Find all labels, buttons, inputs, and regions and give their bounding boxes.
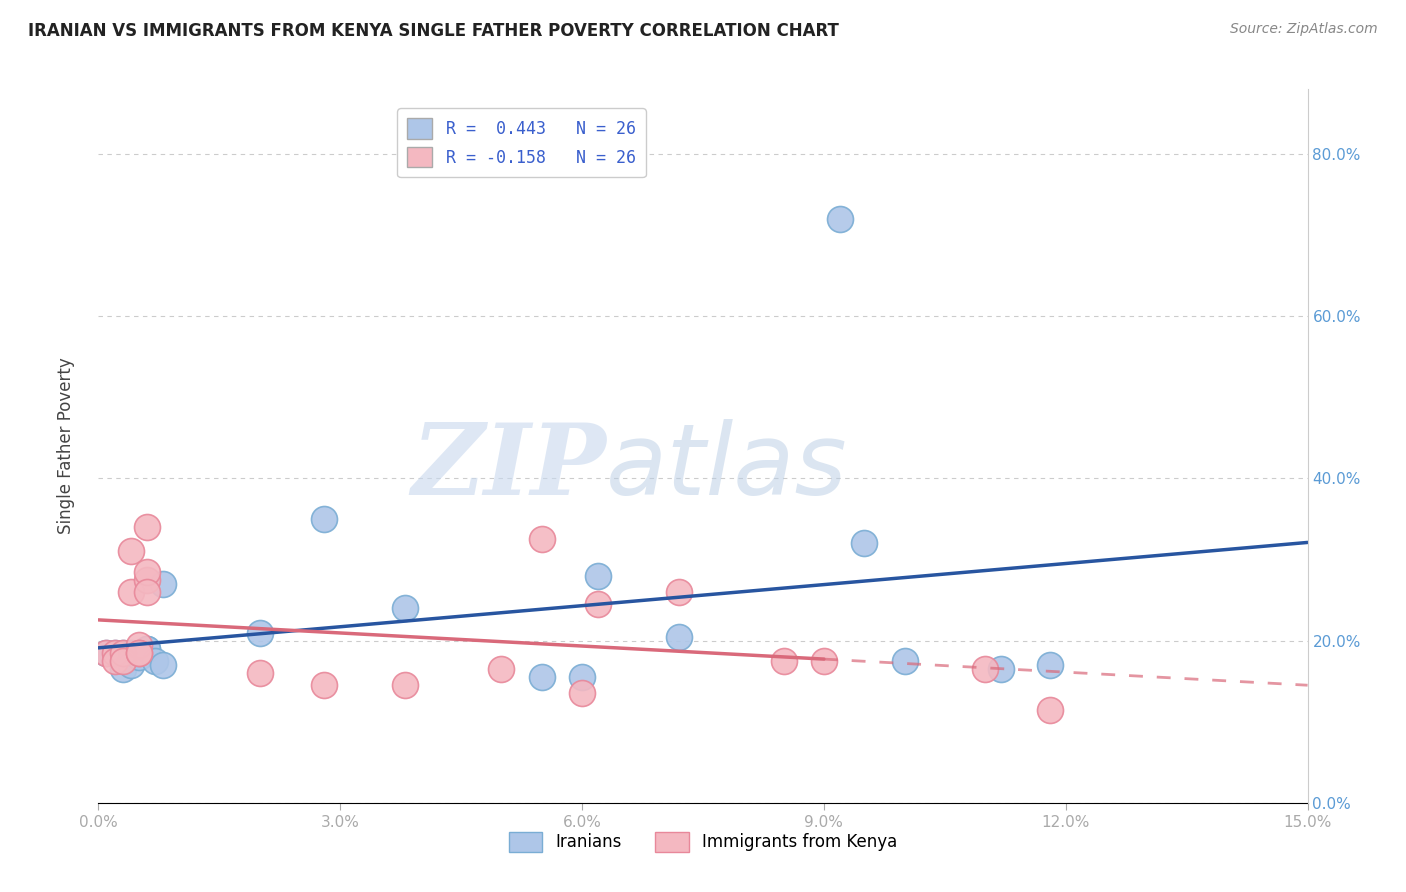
Point	[990, 662, 1012, 676]
Point	[314, 678, 336, 692]
Point	[586, 568, 609, 582]
Point	[120, 585, 142, 599]
Point	[530, 670, 553, 684]
Point	[120, 646, 142, 660]
Point	[893, 654, 915, 668]
Point	[96, 646, 118, 660]
Text: ZIP: ZIP	[412, 419, 606, 516]
Point	[152, 577, 174, 591]
Point	[813, 654, 835, 668]
Point	[135, 585, 157, 599]
Point	[853, 536, 876, 550]
Point	[111, 646, 134, 660]
Point	[530, 533, 553, 547]
Point	[135, 520, 157, 534]
Point	[103, 646, 125, 660]
Point	[1039, 657, 1062, 672]
Point	[135, 573, 157, 587]
Point	[128, 649, 150, 664]
Point	[828, 211, 851, 226]
Point	[668, 585, 690, 599]
Point	[143, 654, 166, 668]
Point	[586, 597, 609, 611]
Point	[128, 646, 150, 660]
Point	[120, 544, 142, 558]
Text: atlas: atlas	[606, 419, 848, 516]
Point	[394, 601, 416, 615]
Point	[772, 654, 794, 668]
Point	[668, 630, 690, 644]
Point	[128, 646, 150, 660]
Point	[96, 646, 118, 660]
Point	[128, 646, 150, 660]
Point	[314, 512, 336, 526]
Point	[103, 654, 125, 668]
Point	[120, 657, 142, 672]
Point	[152, 657, 174, 672]
Point	[249, 625, 271, 640]
Point	[1039, 702, 1062, 716]
Point	[571, 670, 593, 684]
Text: Source: ZipAtlas.com: Source: ZipAtlas.com	[1230, 22, 1378, 37]
Point	[128, 638, 150, 652]
Point	[135, 641, 157, 656]
Point	[571, 686, 593, 700]
Point	[111, 654, 134, 668]
Y-axis label: Single Father Poverty: Single Father Poverty	[56, 358, 75, 534]
Point	[111, 662, 134, 676]
Point	[491, 662, 513, 676]
Point	[128, 646, 150, 660]
Text: IRANIAN VS IMMIGRANTS FROM KENYA SINGLE FATHER POVERTY CORRELATION CHART: IRANIAN VS IMMIGRANTS FROM KENYA SINGLE …	[28, 22, 839, 40]
Point	[249, 666, 271, 681]
Point	[394, 678, 416, 692]
Point	[135, 565, 157, 579]
Point	[974, 662, 997, 676]
Point	[111, 646, 134, 660]
Point	[135, 641, 157, 656]
Legend: Iranians, Immigrants from Kenya: Iranians, Immigrants from Kenya	[502, 825, 904, 859]
Point	[103, 646, 125, 660]
